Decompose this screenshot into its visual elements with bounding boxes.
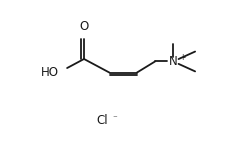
Text: HO: HO — [40, 66, 59, 79]
Text: O: O — [79, 20, 89, 33]
Text: N: N — [169, 55, 178, 68]
Text: Cl: Cl — [96, 114, 108, 128]
Text: +: + — [179, 53, 185, 62]
Text: ⁻: ⁻ — [112, 114, 117, 123]
